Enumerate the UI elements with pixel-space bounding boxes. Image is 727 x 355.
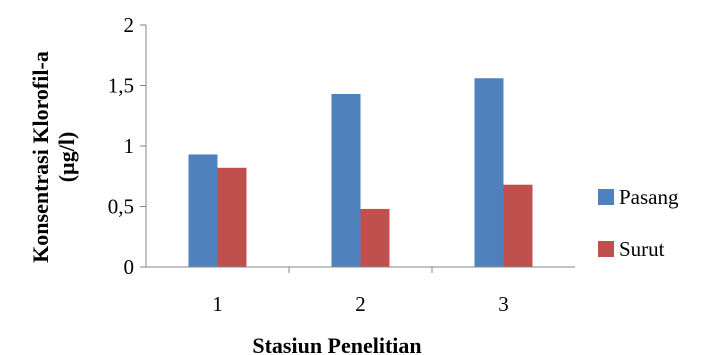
legend-label: Surut <box>619 237 665 261</box>
x-tick-label: 1 <box>212 292 223 316</box>
y-axis-title: Konsentrasi Klorofil-a (µg/l) <box>28 51 79 263</box>
x-tick-label: 3 <box>498 292 509 316</box>
bar-surut-2 <box>360 208 390 267</box>
y-tick-label: 0,5 <box>108 195 134 219</box>
y-tick-label: 1,5 <box>108 74 134 98</box>
y-tick-labels: 0 0,5 1 1,5 2 <box>108 13 146 279</box>
x-tick-label: 2 <box>355 292 366 316</box>
bar-surut-1 <box>217 167 247 267</box>
legend-label: Pasang <box>619 185 679 209</box>
bar-pasang-2 <box>331 93 361 267</box>
bar-surut-3 <box>503 184 533 267</box>
bar-pasang-1 <box>188 154 218 267</box>
y-tick-label: 1 <box>124 134 135 158</box>
x-tick-labels: 1 2 3 <box>212 267 509 316</box>
bars <box>188 78 533 268</box>
x-axis-title: Stasiun Penelitian <box>252 333 421 355</box>
y-tick-label: 2 <box>124 13 135 37</box>
y-axis-title-line-2: (µg/l) <box>54 132 79 183</box>
legend-swatch <box>598 189 614 205</box>
legend: Pasang Surut <box>598 185 679 261</box>
y-axis-title-line-1: Konsentrasi Klorofil-a <box>28 51 53 263</box>
legend-swatch <box>598 241 614 257</box>
bar-pasang-3 <box>474 78 504 268</box>
y-tick-label: 0 <box>124 255 135 279</box>
